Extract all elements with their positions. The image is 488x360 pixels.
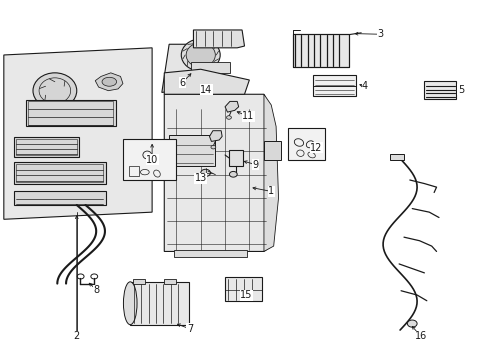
Ellipse shape: [181, 39, 220, 71]
Bar: [169, 135, 215, 166]
Circle shape: [201, 169, 210, 176]
Text: 8: 8: [93, 285, 100, 295]
Bar: [264, 141, 281, 160]
Text: 2: 2: [74, 332, 80, 342]
Polygon shape: [4, 48, 152, 219]
Bar: [174, 249, 246, 257]
Polygon shape: [95, 73, 122, 91]
Bar: [122, 139, 176, 180]
Bar: [224, 277, 261, 301]
Ellipse shape: [186, 43, 215, 67]
Text: 11: 11: [242, 111, 254, 121]
Text: 16: 16: [414, 332, 426, 342]
Bar: [191, 62, 229, 73]
Bar: [292, 33, 348, 67]
Bar: [14, 191, 106, 205]
Polygon shape: [164, 69, 249, 94]
Bar: [14, 162, 106, 184]
Text: 6: 6: [179, 78, 185, 88]
Bar: [132, 279, 144, 284]
Bar: [14, 137, 79, 157]
Bar: [16, 139, 77, 155]
Text: 4: 4: [361, 81, 367, 91]
Polygon shape: [224, 102, 238, 112]
Bar: [196, 79, 210, 87]
Bar: [424, 81, 455, 99]
Text: 10: 10: [146, 155, 158, 165]
Polygon shape: [193, 30, 244, 48]
Bar: [16, 164, 103, 182]
Bar: [312, 75, 356, 96]
Text: 15: 15: [240, 290, 252, 300]
Bar: [128, 166, 138, 176]
Text: 14: 14: [200, 85, 212, 95]
Circle shape: [229, 171, 237, 177]
Bar: [292, 33, 348, 67]
Bar: [130, 282, 188, 325]
Polygon shape: [164, 94, 273, 251]
Circle shape: [226, 116, 231, 119]
Text: 9: 9: [252, 159, 258, 170]
Bar: [228, 150, 242, 166]
Text: 1: 1: [267, 186, 274, 197]
Text: 7: 7: [186, 324, 193, 334]
Polygon shape: [162, 44, 201, 93]
Bar: [389, 154, 403, 160]
Text: 5: 5: [457, 85, 463, 95]
Polygon shape: [209, 131, 222, 141]
Bar: [164, 279, 176, 284]
Text: 13: 13: [194, 173, 206, 183]
Circle shape: [197, 90, 202, 94]
Bar: [28, 102, 113, 125]
Ellipse shape: [102, 77, 116, 86]
Bar: [26, 100, 116, 126]
Text: 12: 12: [310, 143, 322, 153]
Ellipse shape: [123, 282, 137, 325]
Text: 3: 3: [377, 29, 383, 39]
Circle shape: [407, 320, 416, 327]
Circle shape: [210, 145, 215, 149]
Ellipse shape: [33, 73, 77, 109]
Bar: [287, 128, 324, 160]
Polygon shape: [264, 94, 278, 251]
